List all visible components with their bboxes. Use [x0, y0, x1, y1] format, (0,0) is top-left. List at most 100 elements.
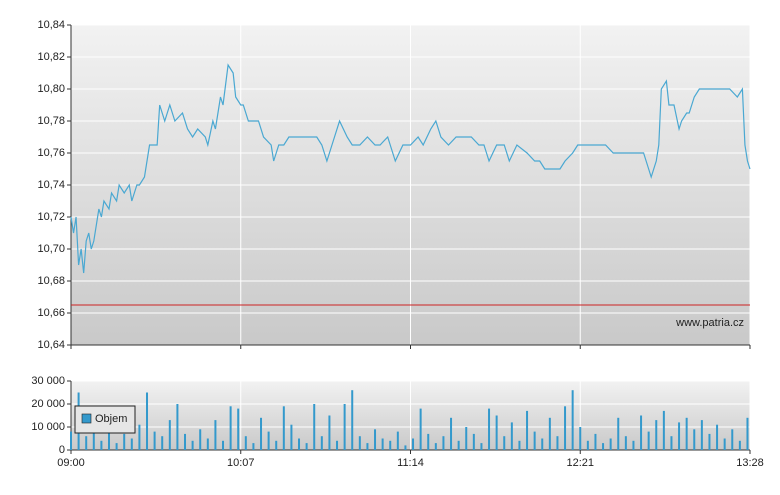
volume-bar — [115, 443, 118, 450]
volume-bar — [153, 431, 156, 450]
y-tick-label: 10,68 — [37, 275, 65, 287]
volume-bar — [328, 415, 331, 450]
volume-bar — [510, 422, 513, 450]
volume-bar — [229, 406, 232, 450]
volume-bar — [457, 440, 460, 450]
volume-bar — [237, 408, 240, 450]
volume-bar — [146, 392, 149, 450]
volume-bar — [389, 440, 392, 450]
volume-bar — [533, 431, 536, 450]
volume-bar — [434, 443, 437, 450]
volume-bar — [465, 427, 468, 450]
x-tick-label: 11:14 — [397, 457, 424, 469]
volume-bar — [184, 433, 187, 450]
legend-label: Objem — [95, 413, 127, 425]
y-tick-label: 10,72 — [37, 211, 65, 223]
volume-bar — [191, 440, 194, 450]
volume-bar — [662, 410, 665, 450]
volume-bar — [260, 417, 263, 450]
volume-bar — [275, 440, 278, 450]
y-tick-label: 10,76 — [37, 147, 65, 159]
volume-bar — [282, 406, 285, 450]
volume-bar — [366, 443, 369, 450]
volume-bar — [214, 420, 217, 450]
volume-bar — [602, 443, 605, 450]
volume-bar — [244, 436, 247, 450]
y-tick-label: 10,78 — [37, 115, 65, 127]
y-tick-label: 10,80 — [37, 83, 65, 95]
volume-bar — [351, 390, 354, 450]
volume-bar — [647, 431, 650, 450]
volume-bar — [746, 417, 749, 450]
volume-bar — [374, 429, 377, 450]
y-tick-label: 30 000 — [31, 375, 65, 387]
volume-bar — [161, 436, 164, 450]
volume-bar — [358, 436, 361, 450]
volume-bar — [518, 440, 521, 450]
volume-bar — [123, 433, 126, 450]
volume-bar — [92, 422, 95, 450]
legend-swatch — [81, 413, 92, 424]
volume-bar — [450, 417, 453, 450]
volume-bar — [541, 438, 544, 450]
volume-bar — [381, 438, 384, 450]
volume-bar — [548, 417, 551, 450]
price-line — [70, 63, 751, 274]
volume-bar — [320, 436, 323, 450]
volume-bar — [412, 438, 415, 450]
volume-bar — [206, 438, 209, 450]
volume-bar — [495, 415, 498, 450]
volume-bar — [655, 420, 658, 450]
x-tick-label: 09:00 — [57, 457, 85, 469]
volume-bar — [503, 436, 506, 450]
volume-bar — [404, 445, 407, 450]
volume-bar — [564, 406, 567, 450]
x-tick-label: 13:28 — [736, 457, 764, 469]
volume-bar — [670, 436, 673, 450]
volume-bar — [130, 438, 133, 450]
volume-bar — [708, 433, 711, 450]
volume-bar — [609, 438, 612, 450]
legend: Objem — [74, 405, 136, 434]
volume-bar — [252, 443, 255, 450]
volume-bar — [222, 440, 225, 450]
volume-bar — [199, 429, 202, 450]
volume-bar — [571, 390, 574, 450]
volume-bar — [313, 404, 316, 450]
volume-bar — [738, 440, 741, 450]
volume-bar — [579, 427, 582, 450]
volume-bar — [632, 440, 635, 450]
volume-bar — [678, 422, 681, 450]
y-tick-label: 0 — [59, 444, 65, 456]
volume-bar — [138, 424, 141, 450]
watermark: www.patria.cz — [675, 317, 744, 329]
volume-bar — [396, 431, 399, 450]
volume-bar — [305, 443, 308, 450]
y-tick-label: 10,70 — [37, 243, 65, 255]
volume-bar — [85, 436, 88, 450]
y-tick-label: 10,84 — [37, 19, 65, 31]
volume-bar — [685, 417, 688, 450]
volume-bar — [526, 410, 529, 450]
volume-bar — [343, 404, 346, 450]
x-tick-label: 10:07 — [227, 457, 255, 469]
volume-bar — [594, 433, 597, 450]
y-tick-label: 10,74 — [37, 179, 65, 191]
volume-bar — [624, 436, 627, 450]
volume-bar — [267, 431, 270, 450]
volume-bar — [100, 440, 103, 450]
volume-bar — [723, 438, 726, 450]
volume-bar — [290, 424, 293, 450]
volume-bar — [472, 433, 475, 450]
volume-bar — [442, 436, 445, 450]
y-tick-label: 10,64 — [37, 339, 65, 351]
volume-bar — [419, 408, 422, 450]
volume-bar — [336, 440, 339, 450]
y-tick-label: 10 000 — [31, 421, 65, 433]
volume-bar — [693, 429, 696, 450]
volume-bar — [70, 431, 72, 450]
x-tick-label: 12:21 — [566, 457, 594, 469]
y-tick-label: 20 000 — [31, 398, 65, 410]
volume-bar — [488, 408, 491, 450]
